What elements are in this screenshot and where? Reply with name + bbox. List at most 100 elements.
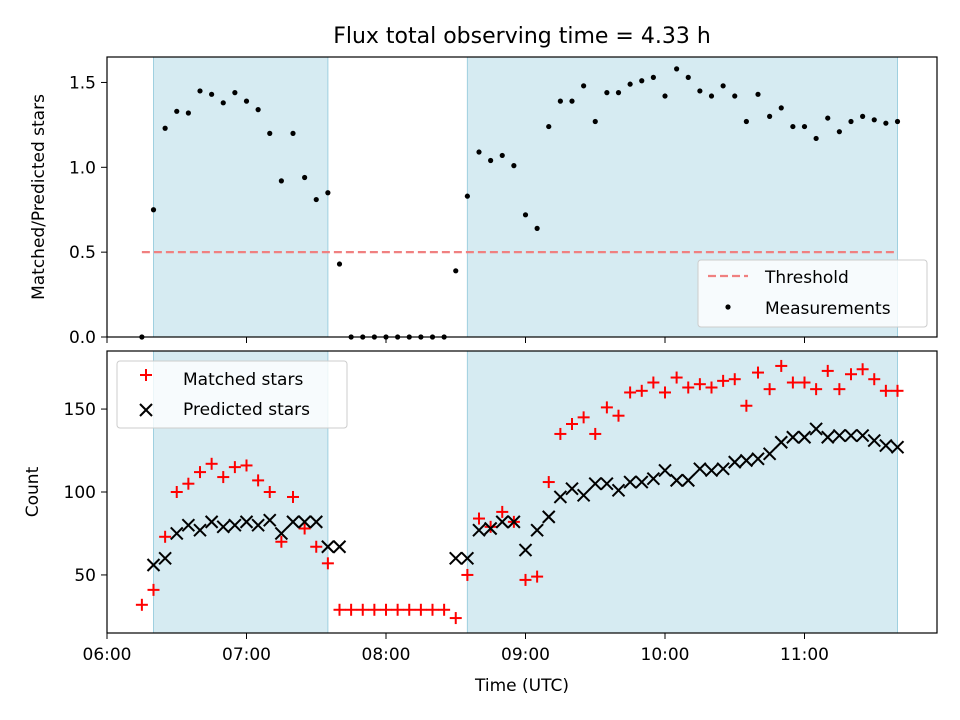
measurement-point (685, 74, 691, 80)
predicted-star-point (507, 515, 521, 529)
matched-star-point (624, 386, 637, 399)
predicted-star-point (821, 430, 835, 444)
predicted-star-point (495, 515, 509, 529)
measurement-point (313, 196, 319, 203)
cross-b (681, 473, 695, 488)
cross-b (449, 551, 463, 566)
predicted-star-point (460, 551, 475, 566)
matched-star-point (228, 461, 241, 474)
cross-b (565, 481, 579, 496)
predicted-star-point (669, 473, 684, 488)
measurement-point (883, 120, 889, 126)
legend-measurements-label: Measurements (765, 299, 891, 319)
cross-b (181, 518, 196, 532)
matched-star-point (380, 603, 392, 616)
predicted-star-point (449, 551, 463, 566)
bottom-legend-box (116, 360, 348, 429)
matched-star-point (345, 603, 358, 616)
matched-star-point (717, 374, 730, 387)
matched-star-point (275, 535, 288, 548)
matched-star-point (438, 603, 451, 616)
measurement-point (499, 152, 505, 159)
top-legend-box (697, 259, 928, 328)
cross-b (321, 540, 335, 554)
measurement-point (860, 113, 866, 119)
predicted-star-point (855, 428, 870, 443)
measurement-point (871, 117, 877, 123)
matched-star-point (135, 598, 148, 611)
matched-star-point (333, 603, 346, 616)
legend-measurements-swatch (725, 304, 731, 310)
matched-star-point (693, 378, 706, 391)
matched-star-point (705, 381, 718, 394)
top-x-ticks (106, 337, 805, 343)
predicted-star-point (251, 518, 265, 532)
legend-matched-swatch (140, 369, 152, 381)
x-tick-label: 06:00 (83, 645, 132, 665)
cross-b (797, 430, 812, 444)
cross-b (542, 510, 556, 524)
y-tick-label: 0.0 (69, 328, 96, 348)
matched-star-point (263, 486, 276, 498)
predicted-star-point (658, 463, 672, 478)
predicted-star-point (751, 452, 765, 466)
measurement-point (894, 118, 901, 125)
cross-b (739, 453, 754, 468)
measurement-point (197, 88, 203, 94)
matched-star-point (821, 364, 834, 377)
matched-star-point (740, 399, 753, 412)
predicted-star-point (600, 476, 614, 491)
predicted-star-point (832, 428, 847, 443)
measurement-point (732, 93, 738, 99)
predicted-star-point (681, 473, 695, 488)
matched-star-point (368, 603, 381, 616)
predicted-star-point (704, 463, 719, 478)
cross-b (774, 435, 788, 449)
cross-b (297, 515, 312, 529)
measurement-point (488, 157, 494, 164)
predicted-star-point (193, 523, 207, 537)
cross-b (728, 455, 742, 469)
cross-b (263, 513, 277, 527)
matched-star-point (647, 376, 660, 389)
cross-b (855, 428, 870, 443)
matched-star-point (833, 383, 846, 396)
cross-b (786, 430, 800, 444)
legend-predicted-swatch (139, 403, 153, 417)
measurement-point (569, 98, 575, 104)
predicted-star-point (809, 422, 823, 436)
matched-star-point (194, 466, 206, 479)
measurement-point (278, 178, 284, 184)
predicted-star-point (472, 523, 486, 537)
top-legend: Threshold Measurements (697, 259, 928, 328)
predicted-star-point (158, 551, 172, 566)
matched-star-point (310, 540, 323, 553)
matched-star-point (182, 477, 195, 490)
y-tick-label: 100 (64, 483, 96, 503)
matched-star-point (542, 476, 555, 489)
predicted-star-point (693, 462, 707, 476)
bottom-star-points (135, 359, 905, 625)
predicted-star-point (565, 481, 579, 496)
measurement-point (581, 83, 587, 89)
predicted-star-point (228, 518, 242, 532)
matched-star-point (728, 373, 741, 386)
predicted-star-point (611, 483, 626, 498)
measurement-point (209, 91, 215, 97)
cross-b (239, 515, 254, 529)
predicted-star-point (716, 462, 730, 476)
measurement-point (302, 174, 308, 181)
bottom-y-ticks: 50 100 150 (64, 400, 107, 586)
predicted-star-point (170, 526, 184, 541)
cross-b (286, 515, 300, 529)
predicted-star-point (844, 428, 858, 443)
cross-b (518, 543, 533, 557)
matched-star-point (891, 384, 904, 397)
measurement-point (790, 123, 796, 130)
x-tick-label: 08:00 (362, 645, 411, 665)
legend-threshold-label: Threshold (764, 268, 849, 288)
cross-b (483, 521, 498, 536)
matched-star-point (449, 612, 462, 625)
cross-b (495, 515, 509, 529)
predicted-star-point (542, 510, 556, 524)
